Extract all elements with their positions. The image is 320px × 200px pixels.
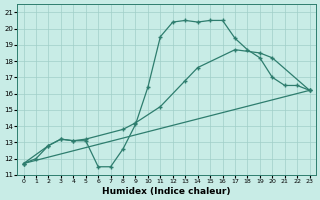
X-axis label: Humidex (Indice chaleur): Humidex (Indice chaleur)	[102, 187, 231, 196]
